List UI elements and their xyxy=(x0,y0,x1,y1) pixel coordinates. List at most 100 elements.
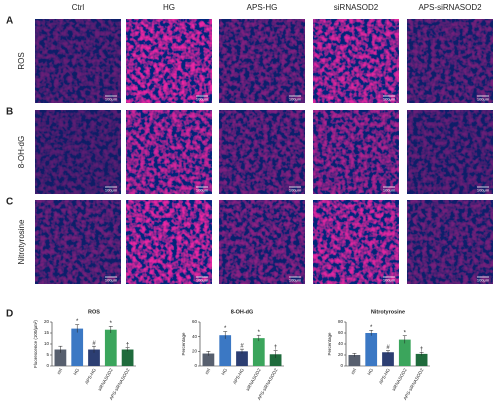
bar xyxy=(54,349,67,366)
bar xyxy=(252,338,265,366)
x-tick-label: HG xyxy=(366,367,374,376)
scale-bar-label: 100μm xyxy=(383,97,396,102)
micrograph-signal xyxy=(35,200,121,284)
panel-letter: A xyxy=(6,16,13,27)
y-axis-label: Percentage xyxy=(181,332,186,356)
micrograph-signal xyxy=(407,110,493,194)
column-header: APS-siRNASOD2 xyxy=(418,3,482,12)
micrograph-signal xyxy=(313,110,399,194)
chart-title: ROS xyxy=(88,309,100,315)
y-tick-label: 0 xyxy=(194,363,197,368)
micrograph-signal xyxy=(219,110,305,194)
x-tick-label: APS-HG xyxy=(84,367,97,385)
x-tick-label: ctrl xyxy=(56,368,63,376)
row-label: ROS xyxy=(17,52,26,69)
y-tick-label: 20 xyxy=(44,319,50,324)
column-header: siRNASOD2 xyxy=(334,3,379,12)
scale-bar-label: 100μm xyxy=(105,188,118,193)
scale-bar-label: 100μm xyxy=(289,188,302,193)
x-tick-label: APS-HG xyxy=(378,367,391,385)
y-tick-label: 0 xyxy=(340,363,343,368)
micrograph-signal xyxy=(313,19,399,103)
y-tick-label: 40 xyxy=(338,341,344,346)
bar xyxy=(121,349,134,366)
scale-bar-label: 100μm xyxy=(196,188,209,193)
y-tick-label: 15 xyxy=(44,330,50,335)
bar xyxy=(202,353,215,366)
micrograph-signal xyxy=(126,19,212,103)
scale-bar-label: 100μm xyxy=(196,278,209,283)
y-tick-label: 0 xyxy=(46,363,49,368)
bar xyxy=(365,333,378,366)
micrograph-signal xyxy=(219,200,305,284)
row-label: 8-OH-dG xyxy=(17,136,26,168)
y-tick-label: 20 xyxy=(338,352,344,357)
column-header: Ctrl xyxy=(72,3,85,12)
scale-bar-label: 100μm xyxy=(477,278,490,283)
significance-marker: † xyxy=(274,345,277,351)
scale-bar-label: 100μm xyxy=(105,97,118,102)
bar xyxy=(104,329,117,366)
scale-bar-label: 100μm xyxy=(105,278,118,283)
scale-bar-label: 100μm xyxy=(196,97,209,102)
chart-title: Nitrotyrosine xyxy=(371,309,405,315)
micrograph-signal xyxy=(35,19,121,103)
column-header: APS-HG xyxy=(247,3,278,12)
x-tick-label: ctrl xyxy=(350,368,357,376)
significance-marker: * xyxy=(76,319,79,325)
significance-marker: † xyxy=(126,342,129,348)
micrograph-signal xyxy=(35,110,121,194)
x-tick-label: siRNASOD2 xyxy=(245,367,262,392)
y-tick-label: 60 xyxy=(192,319,198,324)
scale-bar-label: 100μm xyxy=(477,97,490,102)
bar xyxy=(269,354,282,366)
micrograph-signal xyxy=(407,19,493,103)
scale-bar-label: 100μm xyxy=(477,188,490,193)
significance-marker: † xyxy=(420,347,423,353)
scale-bar-label: 100μm xyxy=(383,278,396,283)
row-label: Nitrotyrosine xyxy=(17,219,26,264)
significance-marker: * xyxy=(258,330,261,336)
micrograph-signal xyxy=(126,110,212,194)
x-tick-label: siRNASOD2 xyxy=(97,367,114,392)
chart-title: 8-OH-dG xyxy=(231,309,254,315)
panel-letter: C xyxy=(6,197,13,208)
y-tick-label: 60 xyxy=(338,330,344,335)
micrograph-signal xyxy=(407,200,493,284)
significance-marker: * xyxy=(404,330,407,336)
significance-marker: # xyxy=(386,345,390,351)
significance-marker: * xyxy=(224,326,227,332)
x-tick-label: siRNASOD2 xyxy=(391,367,408,392)
y-tick-label: 20 xyxy=(192,349,198,354)
micrograph-signal xyxy=(126,200,212,284)
significance-marker: # xyxy=(92,341,96,347)
panel-letter: D xyxy=(6,309,13,320)
bar xyxy=(88,349,100,366)
y-axis-label: Fluorescence (100/μm²) xyxy=(33,320,38,368)
y-tick-label: 10 xyxy=(44,341,50,346)
column-header: HG xyxy=(163,3,175,12)
significance-marker: * xyxy=(370,325,373,331)
significance-marker: # xyxy=(240,344,244,350)
significance-marker: * xyxy=(110,321,113,327)
x-tick-label: APS-HG xyxy=(232,367,245,385)
y-axis-label: Percentage xyxy=(327,332,332,356)
micrograph-signal xyxy=(219,19,305,103)
x-tick-label: HG xyxy=(72,367,80,376)
bar xyxy=(219,335,232,366)
bar xyxy=(398,339,411,366)
scale-bar-label: 100μm xyxy=(289,278,302,283)
y-tick-label: 80 xyxy=(338,319,344,324)
scale-bar-label: 100μm xyxy=(383,188,396,193)
bar xyxy=(348,355,361,366)
bar xyxy=(382,352,394,366)
bar xyxy=(236,351,248,366)
micrograph-signal xyxy=(313,200,399,284)
x-tick-label: HG xyxy=(220,367,228,376)
scale-bar-label: 100μm xyxy=(289,97,302,102)
bar xyxy=(71,328,84,366)
y-tick-label: 5 xyxy=(46,352,49,357)
bar xyxy=(415,353,428,366)
y-tick-label: 40 xyxy=(192,334,198,339)
